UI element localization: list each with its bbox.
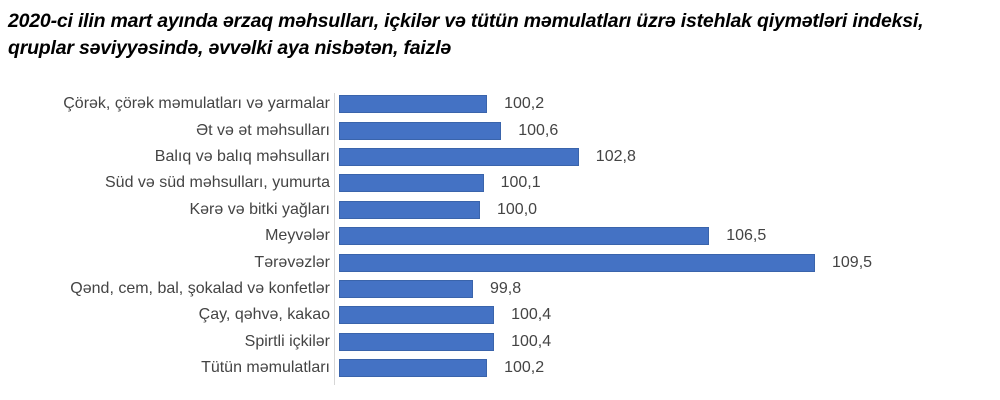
chart-row: Ət və ət məhsulları 100,6 (0, 117, 1000, 143)
bar (339, 279, 473, 298)
bar (339, 227, 710, 246)
chart-row: Tərəvəzlər 109,5 (0, 249, 1000, 275)
chart-row: Kərə və bitki yağları 100,0 (0, 197, 1000, 223)
bar (339, 121, 502, 140)
category-axis-line (334, 93, 335, 385)
value-label: 100,2 (504, 95, 545, 113)
bar-track: 100,2 (339, 91, 1000, 117)
chart-row: Qənd, cem, bal, şokalad və konfetlər 99,8 (0, 276, 1000, 302)
bar-track: 100,0 (339, 197, 1000, 223)
category-label: Çay, qəhvə, kakao (198, 306, 330, 324)
chart-row: Spirtli içkilər 100,4 (0, 329, 1000, 355)
chart-row: Çörək, çörək məmulatları və yarmalar 100,… (0, 91, 1000, 117)
bar-chart-area: Çörək, çörək məmulatları və yarmalar 100,… (0, 91, 1000, 387)
bar-track: 100,6 (339, 117, 1000, 143)
category-label: Meyvələr (265, 227, 330, 245)
value-label: 100,1 (500, 174, 541, 192)
bar (339, 359, 488, 378)
chart-title-line-2: qruplar səviyyəsində, əvvəlki aya nisbət… (8, 37, 452, 59)
bar-track: 100,4 (339, 329, 1000, 355)
bar-track: 100,2 (339, 355, 1000, 381)
category-label: Balıq və balıq məhsulları (154, 147, 330, 165)
value-label: 102,8 (595, 147, 636, 165)
category-label: Süd və süd məhsulları, yumurta (105, 174, 330, 192)
chart-row: Tütün məmulatları 100,2 (0, 355, 1000, 381)
chart-title-line-1: 2020-ci ilin mart ayında ərzaq məhsullar… (8, 10, 924, 32)
bar (339, 174, 484, 193)
value-label: 100,0 (497, 200, 538, 218)
bar (339, 200, 480, 219)
bar-track: 100,1 (339, 170, 1000, 196)
bar-track: 109,5 (339, 249, 1000, 275)
category-label: Ət və ət məhsulları (196, 121, 330, 139)
chart-row: Balıq və balıq məhsulları 102,8 (0, 144, 1000, 170)
bar-track: 102,8 (339, 144, 1000, 170)
bar-track: 100,4 (339, 302, 1000, 328)
category-label: Tərəvəzlər (254, 253, 330, 271)
bar (339, 147, 579, 166)
chart-row: Çay, qəhvə, kakao 100,4 (0, 302, 1000, 328)
value-label: 99,8 (490, 279, 522, 297)
category-label: Spirtli içkilər (244, 332, 330, 350)
bar-track: 99,8 (339, 276, 1000, 302)
value-label: 109,5 (832, 253, 873, 271)
bar (339, 95, 488, 114)
value-label: 100,4 (511, 332, 552, 350)
category-label: Qənd, cem, bal, şokalad və konfetlər (70, 279, 330, 297)
value-label: 100,2 (504, 359, 545, 377)
chart-row: Süd və süd məhsulları, yumurta 100,1 (0, 170, 1000, 196)
category-label: Tütün məmulatları (201, 359, 330, 377)
value-label: 100,6 (518, 121, 559, 139)
chart-title: 2020-ci ilin mart ayında ərzaq məhsullar… (8, 8, 996, 62)
category-label: Çörək, çörək məmulatları və yarmalar (63, 95, 330, 113)
chart-row: Meyvələr 106,5 (0, 223, 1000, 249)
value-label: 106,5 (726, 227, 767, 245)
bar-rows: Çörək, çörək məmulatları və yarmalar 100,… (0, 91, 1000, 381)
bar (339, 253, 815, 272)
bar (339, 332, 495, 351)
category-label: Kərə və bitki yağları (189, 200, 330, 218)
bar (339, 306, 495, 325)
bar-track: 106,5 (339, 223, 1000, 249)
value-label: 100,4 (511, 306, 552, 324)
